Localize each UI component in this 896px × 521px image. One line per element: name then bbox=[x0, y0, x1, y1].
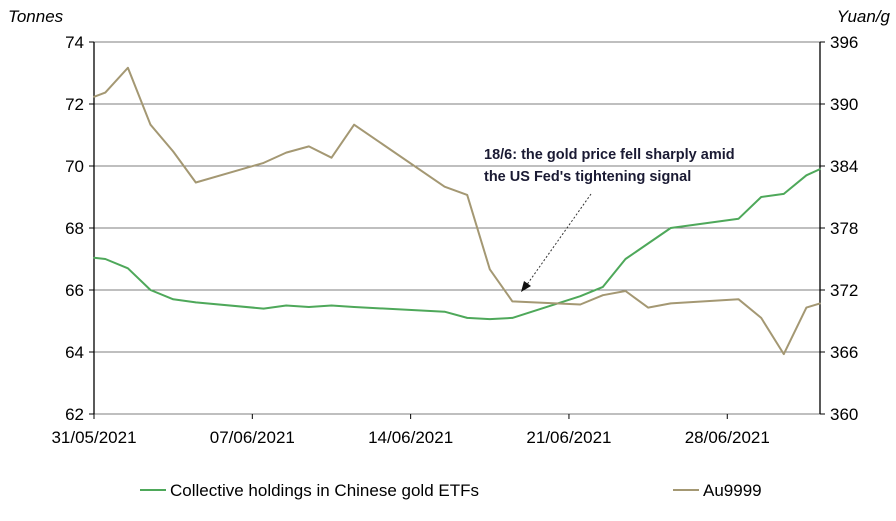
au9999-point bbox=[511, 300, 514, 303]
etf-holdings-point bbox=[805, 174, 808, 177]
annotation-line-1: 18/6: the gold price fell sharply amid bbox=[484, 147, 735, 163]
x-tick-label: 28/06/2021 bbox=[685, 428, 770, 447]
au9999-point bbox=[669, 302, 672, 305]
au9999-point bbox=[760, 317, 762, 319]
left-tick-label: 62 bbox=[65, 405, 84, 424]
au9999-point bbox=[602, 294, 604, 296]
legend: Collective holdings in Chinese gold ETFs… bbox=[140, 481, 762, 500]
au9999-point bbox=[488, 268, 491, 271]
etf-holdings-point bbox=[194, 301, 197, 304]
etf-holdings-point bbox=[149, 289, 152, 291]
annotation: 18/6: the gold price fell sharply amid t… bbox=[484, 147, 735, 292]
etf-holdings-point bbox=[443, 310, 446, 313]
series bbox=[93, 66, 821, 356]
etf-holdings-point bbox=[511, 317, 514, 319]
au9999-point bbox=[579, 303, 582, 306]
left-tick-label: 74 bbox=[65, 33, 84, 52]
right-tick-label: 384 bbox=[830, 157, 858, 176]
right-tick-label: 372 bbox=[830, 281, 858, 300]
left-axis-label: Tonnes bbox=[8, 7, 64, 26]
au9999-line bbox=[93, 66, 821, 356]
right-tick-label: 366 bbox=[830, 343, 858, 362]
au9999-point bbox=[647, 306, 649, 309]
annotation-arrow bbox=[525, 193, 592, 287]
right-tick-label: 396 bbox=[830, 33, 858, 52]
etf-holdings-point bbox=[488, 318, 491, 320]
etf-holdings-point bbox=[93, 256, 95, 259]
annotation-line-2: the US Fed's tightening signal bbox=[484, 169, 691, 185]
etf-holdings-point bbox=[285, 304, 288, 307]
au9999-point bbox=[624, 290, 627, 292]
etf-holdings-point bbox=[602, 286, 604, 288]
au9999-point bbox=[783, 353, 785, 355]
etf-holdings-point bbox=[647, 242, 649, 245]
etf-holdings-point bbox=[819, 168, 821, 170]
x-tick-label: 21/06/2021 bbox=[526, 428, 611, 447]
legend-label-etf: Collective holdings in Chinese gold ETFs bbox=[170, 481, 479, 500]
au9999-point bbox=[104, 91, 107, 94]
right-axis-label: Yuan/g bbox=[837, 7, 891, 26]
x-tick-label: 07/06/2021 bbox=[210, 428, 295, 447]
etf-holdings-point bbox=[172, 298, 174, 301]
right-tick-label: 378 bbox=[830, 219, 858, 238]
right-tick-label: 360 bbox=[830, 405, 858, 424]
etf-holdings-point bbox=[127, 267, 129, 270]
etf-holdings-point bbox=[262, 307, 265, 310]
etf-holdings-point bbox=[579, 295, 582, 298]
x-tick-label: 31/05/2021 bbox=[51, 428, 136, 447]
left-tick-label: 64 bbox=[65, 343, 84, 362]
left-tick-label: 70 bbox=[65, 157, 84, 176]
au9999-point bbox=[819, 302, 821, 305]
etf-holdings-point bbox=[466, 317, 468, 319]
etf-holdings-point bbox=[783, 193, 785, 195]
au9999-point bbox=[737, 298, 740, 301]
x-tick-label: 14/06/2021 bbox=[368, 428, 453, 447]
left-tick-label: 66 bbox=[65, 281, 84, 300]
etf-holdings-point bbox=[624, 258, 627, 260]
left-tick-label: 72 bbox=[65, 95, 84, 114]
annotation-arrowhead-icon bbox=[521, 281, 531, 292]
au9999-point bbox=[127, 67, 129, 69]
etf-holdings-point bbox=[760, 196, 762, 198]
au9999-point bbox=[285, 151, 288, 154]
au9999-point bbox=[149, 123, 152, 126]
au9999-point bbox=[194, 181, 197, 184]
axes: 62 64 66 68 70 72 74 360 366 372 378 384 390 396 31/05… bbox=[51, 33, 858, 447]
etf-holdings-point bbox=[308, 306, 310, 308]
legend-label-au9999: Au9999 bbox=[703, 481, 762, 500]
au9999-point bbox=[353, 123, 355, 126]
etf-holdings-point bbox=[104, 258, 107, 260]
etf-holdings-point bbox=[330, 304, 333, 307]
au9999-point bbox=[308, 145, 310, 148]
au9999-point bbox=[805, 306, 808, 309]
au9999-point bbox=[172, 150, 174, 153]
right-tick-label: 390 bbox=[830, 95, 858, 114]
au9999-point bbox=[443, 185, 446, 188]
au9999-point bbox=[93, 95, 95, 98]
au9999-point bbox=[330, 156, 333, 159]
au9999-point bbox=[262, 162, 265, 164]
etf-holdings-point bbox=[737, 217, 740, 220]
au9999-point bbox=[466, 194, 468, 196]
etf-holdings-point bbox=[353, 306, 355, 308]
etf-holdings-point bbox=[669, 227, 672, 229]
gridlines bbox=[94, 41, 820, 353]
left-tick-label: 68 bbox=[65, 219, 84, 238]
